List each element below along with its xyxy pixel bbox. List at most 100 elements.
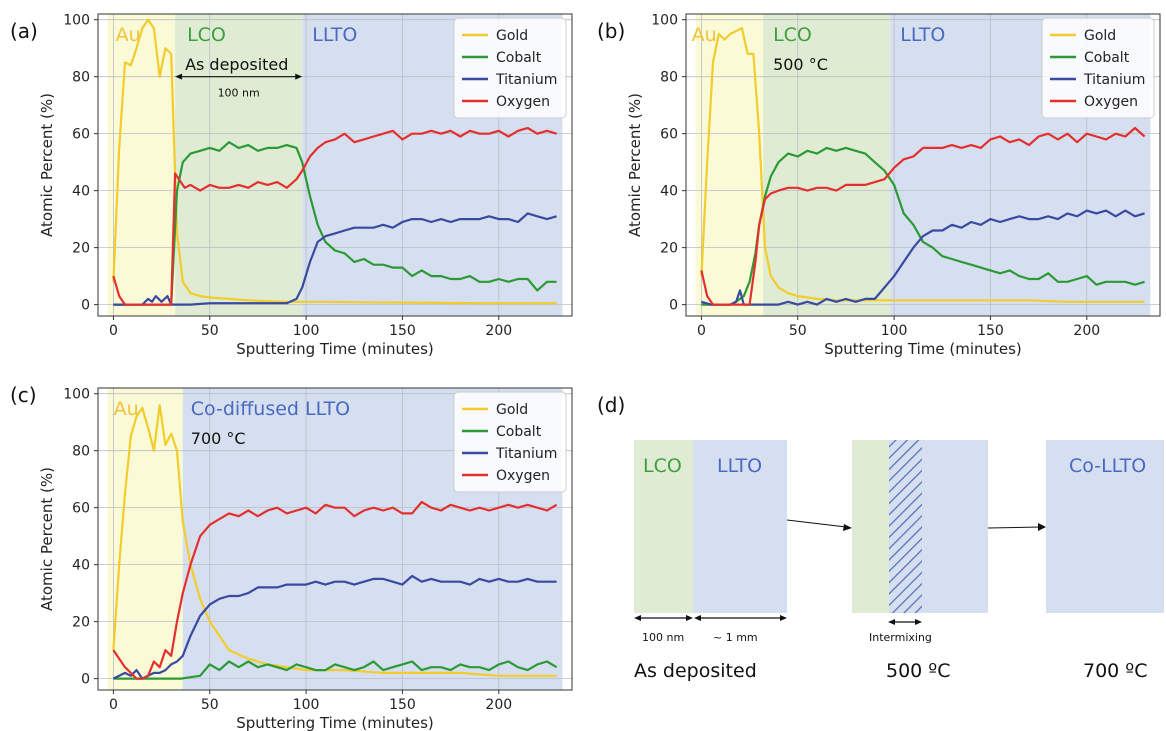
annotation-100nm: 100 nm bbox=[218, 87, 260, 100]
intermixing-label: Intermixing bbox=[869, 631, 932, 644]
y-tick-label: 80 bbox=[72, 70, 90, 86]
x-axis-label: Sputtering Time (minutes) bbox=[236, 714, 434, 731]
y-tick-label: 40 bbox=[660, 184, 678, 200]
series-gold bbox=[112, 18, 557, 305]
y-tick-label: 20 bbox=[72, 241, 90, 257]
x-tick-label: 50 bbox=[201, 323, 219, 339]
arrowhead-right bbox=[295, 73, 303, 80]
legend-label: Gold bbox=[1084, 28, 1116, 44]
region-au bbox=[107, 388, 183, 690]
region-label: Au bbox=[692, 24, 717, 46]
series-oxygen bbox=[112, 126, 557, 306]
y-tick-label: 20 bbox=[72, 615, 90, 631]
series-titanium bbox=[113, 212, 557, 306]
dimension-100nm: 100 nm bbox=[642, 631, 684, 644]
region-label: LCO bbox=[187, 24, 226, 46]
region-label: Au bbox=[114, 398, 139, 420]
legend-label: Cobalt bbox=[1084, 50, 1130, 66]
legend-label: Oxygen bbox=[1084, 94, 1138, 110]
region-label: LLTO bbox=[900, 24, 945, 46]
region-lco bbox=[175, 14, 303, 316]
intermix-block bbox=[889, 440, 922, 613]
co-llto-label: Co-LLTO bbox=[1069, 455, 1146, 477]
region-label: Co-diffused LLTO bbox=[191, 398, 350, 420]
x-tick-label: 200 bbox=[485, 697, 512, 713]
annotation-500c: 500 °C bbox=[773, 55, 828, 74]
arrowhead-left bbox=[175, 73, 183, 80]
x-tick-label: 0 bbox=[109, 323, 118, 339]
y-tick-label: 80 bbox=[72, 444, 90, 460]
y-tick-label: 0 bbox=[81, 298, 90, 314]
x-tick-label: 100 bbox=[293, 697, 320, 713]
stage-arrowhead-2 bbox=[1038, 523, 1046, 531]
llto-block-500 bbox=[922, 440, 988, 613]
dimension-arrowheads bbox=[634, 615, 787, 621]
x-axis-label: Sputtering Time (minutes) bbox=[236, 340, 434, 358]
lco-block bbox=[634, 440, 693, 613]
legend-label: Gold bbox=[496, 28, 528, 44]
y-axis-label: Atomic Percent (%) bbox=[626, 93, 644, 237]
stage-arrow-2 bbox=[987, 526, 1041, 529]
x-tick-label: 50 bbox=[201, 697, 219, 713]
legend-box bbox=[453, 17, 567, 119]
x-tick-label: 0 bbox=[697, 323, 706, 339]
panel-d-letter: (d) bbox=[597, 393, 625, 417]
region-lco bbox=[763, 14, 891, 316]
legend-box bbox=[1041, 17, 1155, 119]
x-tick-label: 150 bbox=[389, 323, 416, 339]
legend-label: Oxygen bbox=[496, 94, 550, 110]
annotation-700c: 700 °C bbox=[191, 429, 246, 448]
series-titanium bbox=[701, 209, 1145, 306]
intermix-arrowhead-left bbox=[888, 619, 895, 625]
x-tick-label: 200 bbox=[1073, 323, 1100, 339]
plot-frame bbox=[97, 13, 573, 317]
y-tick-label: 60 bbox=[660, 127, 678, 143]
x-tick-label: 0 bbox=[109, 697, 118, 713]
dimension-1mm: ~ 1 mm bbox=[713, 631, 758, 644]
series-oxygen bbox=[700, 126, 1146, 306]
region-label: LLTO bbox=[312, 24, 357, 46]
x-axis-label: Sputtering Time (minutes) bbox=[824, 340, 1022, 358]
series-titanium bbox=[112, 574, 557, 680]
series-gold bbox=[112, 404, 557, 677]
caption-700: 700 ºC bbox=[1083, 660, 1148, 682]
lco-label: LCO bbox=[643, 455, 682, 477]
legend-label: Gold bbox=[496, 402, 528, 418]
legend-box bbox=[453, 391, 567, 493]
legend-label: Titanium bbox=[495, 72, 557, 88]
panel-d-schematic: (d) LCO LLTO 100 nm ~ 1 mm As deposited bbox=[597, 393, 1164, 682]
y-axis-label: Atomic Percent (%) bbox=[38, 93, 56, 237]
chart-panel-c: (c) Au Co-diffused LLTO 0 50 100 150 200 0 20 40 60… bbox=[10, 383, 573, 731]
stage-arrow-1 bbox=[786, 519, 847, 528]
legend-label: Cobalt bbox=[496, 50, 542, 66]
x-tick-label: 150 bbox=[389, 697, 416, 713]
x-tick-label: 200 bbox=[485, 323, 512, 339]
y-tick-label: 40 bbox=[72, 184, 90, 200]
llto-block bbox=[693, 440, 787, 613]
annotation-as-deposited: As deposited bbox=[185, 55, 288, 74]
legend-label: Oxygen bbox=[496, 468, 550, 484]
intermix-arrowhead-right bbox=[915, 619, 922, 625]
y-axis-label: Atomic Percent (%) bbox=[38, 467, 56, 611]
caption-as-deposited: As deposited bbox=[634, 660, 757, 682]
legend-label: Cobalt bbox=[496, 424, 542, 440]
x-tick-label: 150 bbox=[977, 323, 1004, 339]
y-tick-label: 0 bbox=[669, 298, 678, 314]
series-oxygen bbox=[112, 500, 558, 680]
plot-frame bbox=[97, 387, 573, 691]
y-tick-label: 0 bbox=[81, 672, 90, 688]
legend-label: Titanium bbox=[1083, 72, 1145, 88]
x-tick-label: 100 bbox=[881, 323, 908, 339]
panel-letter: (c) bbox=[10, 383, 37, 407]
series-gold bbox=[700, 27, 1145, 303]
panel-letter: (a) bbox=[10, 19, 38, 43]
co-llto-block bbox=[1046, 440, 1164, 613]
y-tick-label: 60 bbox=[72, 127, 90, 143]
region-label: Au bbox=[116, 24, 141, 46]
x-tick-label: 50 bbox=[789, 323, 807, 339]
y-tick-label: 100 bbox=[63, 13, 90, 29]
series-cobalt bbox=[113, 141, 557, 306]
x-tick-label: 100 bbox=[293, 323, 320, 339]
